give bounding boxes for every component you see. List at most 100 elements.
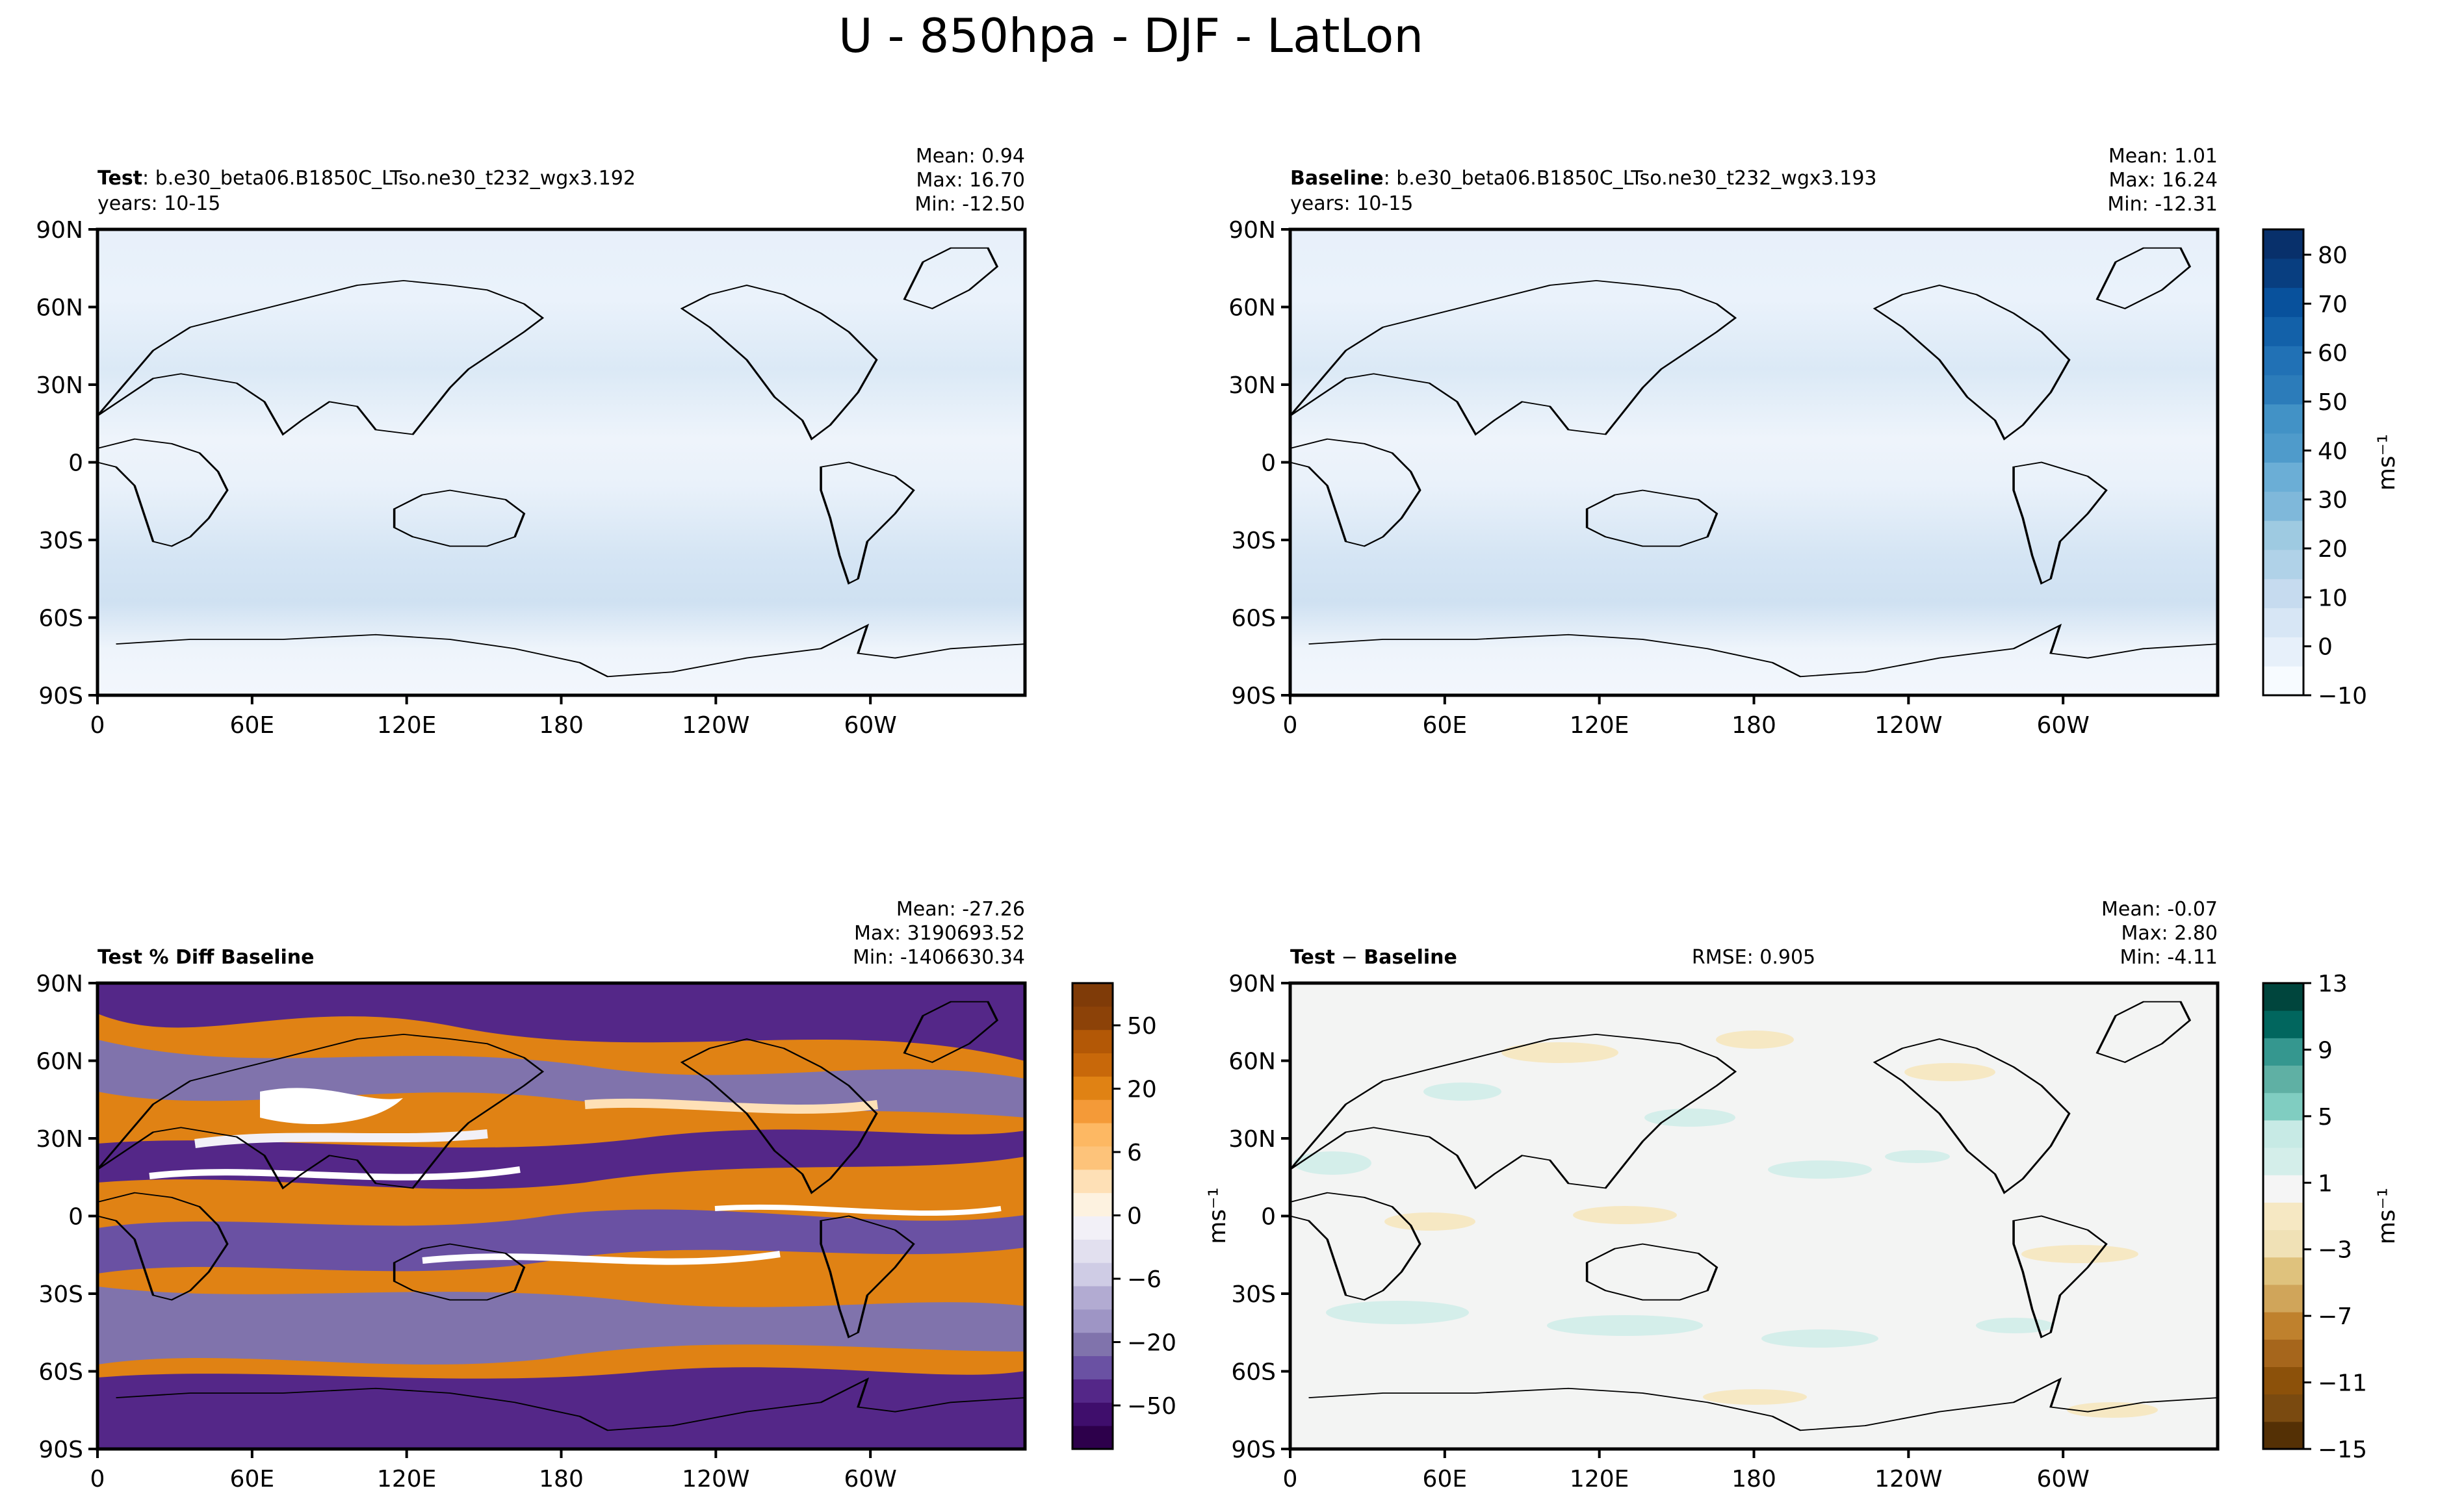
colorbar-segment	[2263, 1229, 2303, 1258]
colorbar-segment	[2263, 1120, 2303, 1148]
colorbar-segment	[1072, 1029, 1113, 1054]
colorbar-segment	[2263, 1339, 2303, 1367]
lon-tick-label: 60W	[2036, 712, 2089, 739]
colorbar-tick-label: 50	[2318, 389, 2348, 416]
colorbar-segment	[2263, 1038, 2303, 1066]
lon-tick-label: 120E	[1570, 1466, 1629, 1493]
lat-tick-label: 0	[68, 450, 83, 477]
colorbar-tick-label: −10	[2318, 683, 2367, 710]
lon-tick-label: 120W	[1874, 1466, 1942, 1493]
colorbar-segment	[1072, 1192, 1113, 1216]
colorbar-tick-label: −50	[1127, 1393, 1176, 1420]
colorbar-unit-label: ms⁻¹	[2374, 434, 2400, 491]
colorbar-segment	[1072, 1402, 1113, 1426]
lon-tick-label: 60E	[230, 1466, 275, 1493]
panel-diff: Test − Baseline RMSE: 0.905 Mean: -0.07 …	[1228, 898, 2218, 1493]
lat-tick-label: 30S	[1231, 1281, 1276, 1308]
colorbar-segment	[2263, 578, 2303, 609]
lat-tick-label: 30N	[1228, 1126, 1276, 1153]
colorbar-tick-label: −15	[2318, 1437, 2367, 1463]
lat-tick-label: 30S	[38, 528, 83, 554]
colorbar-main: 80 70 60 50 40 30 20 10 0 −10 ms⁻¹	[2262, 228, 2400, 710]
colorbar-segment	[2263, 1010, 2303, 1038]
colorbar-segment	[2263, 1312, 2303, 1340]
colorbar-tick-label: 80	[2318, 242, 2348, 269]
panel-baseline-years: years: 10-15	[1290, 192, 1413, 215]
lat-tick-label: 90S	[1231, 1437, 1276, 1463]
lat-tick-label: 60N	[1228, 1049, 1276, 1075]
colorbar-unit-label: ms⁻¹	[1204, 1187, 1231, 1244]
colorbar-tick-label: −11	[2318, 1370, 2367, 1397]
lat-tick-label: 90N	[36, 971, 83, 997]
lat-tick-label: 30S	[1231, 528, 1276, 554]
lon-tick-label: 0	[1283, 1466, 1298, 1493]
panel-test-min: Min: -12.50	[914, 193, 1025, 216]
panel-diff-mean: Mean: -0.07	[2101, 898, 2218, 921]
panel-pct-diff: Test % Diff Baseline Mean: -27.26 Max: 3…	[36, 898, 1025, 1493]
panel-pct-mean: Mean: -27.26	[896, 898, 1025, 921]
colorbar-pct-diff: 50 20 6 0 −6 −20 −50 ms⁻¹	[1071, 982, 1231, 1450]
colorbar-segment	[1072, 1379, 1113, 1403]
panel-pct-min: Min: -1406630.34	[853, 946, 1025, 969]
colorbar-tick-label: 9	[2318, 1037, 2333, 1064]
figure-title: U - 850hpa - DJF - LatLon	[838, 8, 1423, 63]
colorbar-segment	[2263, 1092, 2303, 1121]
colorbar-segment	[1072, 1332, 1113, 1357]
lat-tick-label: 60S	[38, 1359, 83, 1386]
colorbar-segment	[2263, 1257, 2303, 1285]
colorbar-segment	[2263, 287, 2303, 317]
lat-tick-label: 60S	[38, 606, 83, 632]
colorbar-tick-label: −3	[2318, 1237, 2352, 1264]
lat-tick-label: 60N	[36, 1049, 83, 1075]
colorbar-segment	[2263, 1421, 2303, 1450]
colorbar-segment	[1072, 1123, 1113, 1147]
colorbar-tick-label: 0	[1127, 1203, 1142, 1230]
panel-baseline-label: Baseline: b.e30_beta06.B1850C_LTso.ne30_…	[1290, 167, 1877, 190]
lat-tick-label: 30N	[36, 372, 83, 399]
colorbar-segment	[2263, 520, 2303, 550]
colorbar-segment	[2263, 549, 2303, 580]
panel-pct-max: Max: 3190693.52	[854, 922, 1025, 945]
lon-tick-label: 120E	[377, 1466, 436, 1493]
colorbar-tick-label: 50	[1127, 1013, 1157, 1040]
colorbar-segment	[1072, 1262, 1113, 1287]
colorbar-segment	[2263, 637, 2303, 667]
colorbar-segment	[1072, 1355, 1113, 1379]
colorbar-tick-label: 70	[2318, 291, 2348, 318]
colorbar-segment	[1072, 1169, 1113, 1194]
lon-tick-label: 60E	[1423, 712, 1468, 739]
lon-tick-label: 120W	[682, 712, 749, 739]
colorbar-tick-label: 40	[2318, 438, 2348, 465]
panel-test-max: Max: 16.70	[916, 169, 1025, 192]
colorbar-segment	[1072, 983, 1113, 1007]
colorbar-segment	[2263, 1175, 2303, 1203]
colorbar-segment	[2263, 433, 2303, 463]
colorbar-segment	[2263, 375, 2303, 405]
lon-tick-label: 180	[1731, 1466, 1776, 1493]
colorbar-tick-label: −7	[2318, 1303, 2352, 1330]
colorbar-segment	[1072, 1146, 1113, 1170]
panel-test-mean: Mean: 0.94	[916, 145, 1025, 168]
lat-tick-label: 30N	[1228, 372, 1276, 399]
lon-tick-label: 180	[539, 712, 584, 739]
lat-tick-label: 0	[1261, 1204, 1276, 1231]
panel-pct-label: Test % Diff Baseline	[97, 946, 315, 969]
colorbar-segment	[2263, 608, 2303, 637]
lon-tick-label: 120E	[377, 712, 436, 739]
colorbar-segment	[1072, 1426, 1113, 1450]
panel-baseline-min: Min: -12.31	[2107, 193, 2218, 216]
lon-tick-label: 60W	[2036, 1466, 2089, 1493]
colorbar-tick-label: 30	[2318, 487, 2348, 514]
panel-baseline-max: Max: 16.24	[2108, 169, 2218, 192]
lon-tick-label: 0	[90, 1466, 105, 1493]
colorbar-segment	[2263, 229, 2303, 259]
colorbar-segment	[1072, 1216, 1113, 1240]
colorbar-segment	[2263, 1366, 2303, 1395]
lon-tick-label: 60E	[1423, 1466, 1468, 1493]
colorbar-tick-label: 10	[2318, 585, 2348, 611]
colorbar-tick-label: 1	[2318, 1170, 2333, 1197]
colorbar-segment	[2263, 316, 2303, 346]
lat-tick-label: 90N	[1228, 971, 1276, 997]
lat-tick-label: 90S	[1231, 683, 1276, 710]
colorbar-segment	[2263, 1147, 2303, 1175]
